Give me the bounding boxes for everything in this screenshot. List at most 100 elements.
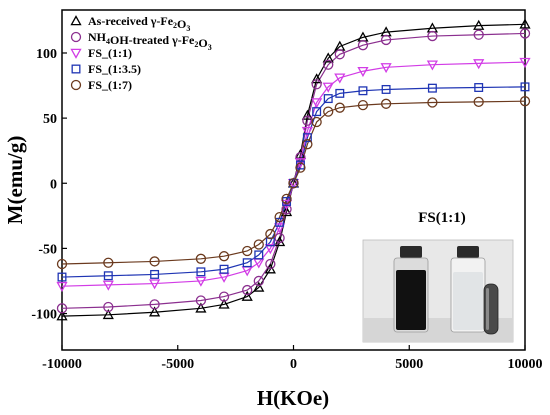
data-point-series-1 <box>149 299 160 310</box>
axis-ticks: -10000 -5000 0 5000 10000 -100 -50 0 50 100 <box>31 47 542 372</box>
data-point-series-1 <box>265 258 276 270</box>
x-axis-title: H(KOe) <box>257 386 329 410</box>
data-point-series-0 <box>148 306 161 317</box>
data-point-series-3 <box>254 250 264 260</box>
data-point-series-0 <box>264 263 276 274</box>
data-point-series-3 <box>57 272 67 282</box>
x-tick-label: -10000 <box>42 357 82 372</box>
data-point-series-3 <box>150 269 160 279</box>
markers-layer <box>56 18 531 321</box>
y-tick-label: 0 <box>50 177 57 192</box>
y-tick-label: -50 <box>38 242 57 257</box>
data-point-series-4 <box>323 106 334 117</box>
data-point-series-4 <box>311 116 322 128</box>
data-point-series-4 <box>56 258 68 270</box>
data-point-series-0 <box>322 52 334 63</box>
left-vial-cap <box>400 246 422 258</box>
data-point-series-4 <box>242 245 253 257</box>
legend-marker-3 <box>71 64 81 74</box>
data-point-series-1 <box>195 295 207 306</box>
data-point-series-0 <box>241 290 253 301</box>
data-point-series-3 <box>323 94 333 104</box>
data-point-series-2 <box>380 63 392 74</box>
legend-marker-4 <box>70 79 82 91</box>
data-point-series-3 <box>196 267 206 277</box>
magnet-highlight <box>486 288 489 330</box>
data-point-series-1 <box>473 29 484 40</box>
data-point-series-2 <box>301 126 313 137</box>
series-line-4 <box>61 100 526 265</box>
data-point-series-4 <box>473 96 484 107</box>
data-point-series-4 <box>302 139 313 150</box>
data-point-series-2 <box>322 82 334 93</box>
data-point-series-0 <box>519 18 531 29</box>
data-point-series-1 <box>56 303 68 314</box>
data-point-series-2 <box>519 57 531 68</box>
data-point-series-1 <box>519 28 531 39</box>
data-point-series-1 <box>253 275 264 287</box>
data-point-series-4 <box>274 211 285 223</box>
data-point-series-4 <box>103 257 114 268</box>
data-point-series-2 <box>195 276 207 287</box>
legend-label-0: As-received γ-Fe2O3 <box>88 14 190 33</box>
data-point-series-3 <box>427 83 437 93</box>
curves-layer <box>61 23 526 317</box>
y-tick-label: -100 <box>31 308 57 323</box>
data-point-series-2 <box>102 280 114 291</box>
data-point-series-0 <box>280 206 293 217</box>
legend-label-4: FS_(1:7) <box>88 78 132 92</box>
data-point-series-0 <box>56 310 68 321</box>
data-point-series-2 <box>473 59 485 70</box>
data-point-series-4 <box>218 251 230 262</box>
data-point-series-1 <box>334 49 345 60</box>
data-point-series-2 <box>334 73 346 84</box>
legend-label-1: NH4OH-treated γ-Fe2O3 <box>88 30 212 52</box>
data-point-series-3 <box>335 88 345 98</box>
left-vial-liquid <box>396 270 426 330</box>
data-point-series-1 <box>323 59 334 70</box>
data-point-series-4 <box>281 193 292 205</box>
data-point-series-2 <box>294 158 307 169</box>
data-point-series-1 <box>218 291 230 302</box>
data-point-series-4 <box>357 99 369 111</box>
legend-marker-0 <box>70 15 82 26</box>
inset-title: FS(1:1) <box>418 210 466 226</box>
x-tick-label: 0 <box>290 357 297 372</box>
data-point-series-0 <box>218 298 230 309</box>
inset-photo: FS(1:1) <box>362 210 514 343</box>
data-point-series-2 <box>311 98 323 109</box>
data-point-series-0 <box>195 302 207 313</box>
data-point-series-0 <box>311 73 323 84</box>
data-point-series-3 <box>242 258 252 268</box>
data-point-series-1 <box>242 284 253 296</box>
x-tick-label: 5000 <box>395 357 423 372</box>
data-point-series-1 <box>427 30 438 42</box>
data-point-series-2 <box>426 60 439 71</box>
data-point-series-3 <box>520 82 530 92</box>
data-point-series-4 <box>380 98 392 109</box>
data-point-series-3 <box>275 217 285 227</box>
data-point-series-4 <box>334 102 345 113</box>
data-point-series-3 <box>302 133 312 143</box>
data-point-series-2 <box>264 244 276 255</box>
data-point-series-1 <box>311 79 322 90</box>
data-point-series-1 <box>380 34 392 46</box>
data-point-series-2 <box>280 199 293 210</box>
data-point-series-2 <box>56 281 68 293</box>
data-point-series-3 <box>103 271 113 281</box>
data-point-series-3 <box>289 178 298 188</box>
right-vial-liquid <box>453 272 483 330</box>
data-point-series-4 <box>265 228 276 240</box>
data-point-series-1 <box>103 301 114 313</box>
y-axis-title: M(emu/g) <box>3 136 27 225</box>
x-tick-label: -5000 <box>161 357 194 372</box>
legend-label-3: FS_(1:3.5) <box>88 62 141 76</box>
data-point-series-0 <box>253 281 265 292</box>
data-point-series-4 <box>519 96 531 107</box>
data-point-series-2 <box>357 66 369 78</box>
y-tick-label: 50 <box>43 112 57 127</box>
legend-marker-1 <box>70 31 82 43</box>
data-point-series-4 <box>253 239 264 250</box>
